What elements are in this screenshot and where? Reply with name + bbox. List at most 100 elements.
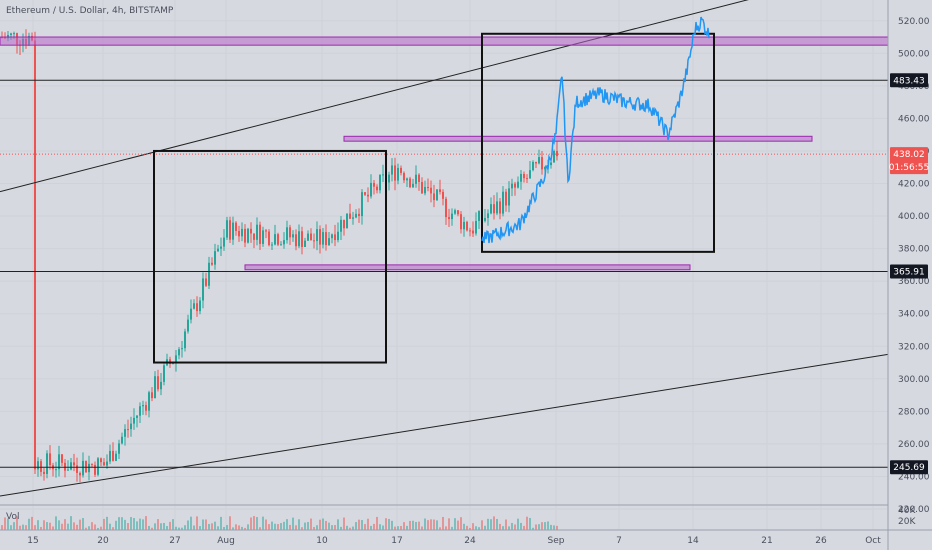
x-axis[interactable]: 15 20 27 Aug 10 17 24 Sep 7 14 21 26 Oct xyxy=(0,529,932,546)
volume-bar xyxy=(250,517,252,530)
candle-body xyxy=(379,174,381,191)
volume-bar xyxy=(514,524,516,530)
volume-bar xyxy=(286,519,288,530)
volume-bar xyxy=(442,516,444,530)
candle-body xyxy=(520,173,522,182)
candle-body xyxy=(109,450,111,462)
zone-rect[interactable] xyxy=(0,36,889,46)
volume-bar xyxy=(265,519,267,530)
volume-bar xyxy=(547,521,549,530)
candle-body xyxy=(58,454,60,470)
zone-rect[interactable] xyxy=(244,264,691,271)
candle-body xyxy=(388,174,390,183)
candle-body xyxy=(352,217,354,219)
candle-body xyxy=(94,464,96,475)
candle-body xyxy=(136,415,138,418)
candle-body xyxy=(151,392,153,399)
candle-body xyxy=(214,251,216,265)
volume-bar xyxy=(367,518,369,530)
trendline-upper[interactable] xyxy=(0,0,888,193)
volume-bar xyxy=(214,521,216,530)
volume-bar xyxy=(418,521,420,530)
x-tick-label: 21 xyxy=(761,536,772,546)
volume-bar xyxy=(346,525,348,530)
candle-body xyxy=(541,157,543,170)
volume-bar xyxy=(46,522,48,530)
candle-body xyxy=(382,174,384,176)
candle-body xyxy=(46,453,48,474)
volume-bar xyxy=(220,516,222,530)
volume-bar xyxy=(70,516,72,530)
volume-bar xyxy=(118,517,120,530)
volume-bar xyxy=(277,524,279,530)
volume-bar xyxy=(295,525,297,530)
volume-bar xyxy=(103,518,105,530)
candle-body xyxy=(127,429,129,431)
candle-body xyxy=(181,348,183,350)
box-rect[interactable] xyxy=(153,149,387,364)
candle-body xyxy=(259,224,261,244)
volume-bar xyxy=(304,522,306,530)
volume-bar xyxy=(481,520,483,530)
candle-body xyxy=(556,150,558,157)
trendline-lower[interactable] xyxy=(0,353,889,497)
volume-bar xyxy=(427,520,429,530)
candle-body xyxy=(361,192,363,217)
zone-rect[interactable] xyxy=(343,135,813,142)
candle-body xyxy=(226,220,228,238)
volume-bar xyxy=(76,524,78,530)
candle-body xyxy=(268,231,270,246)
candle-body xyxy=(499,201,501,214)
volume-bar xyxy=(22,524,24,530)
volume-bar xyxy=(4,517,6,530)
candle-body xyxy=(538,157,540,164)
volume-bar xyxy=(58,520,60,530)
candle-body xyxy=(448,217,450,220)
candle-body xyxy=(439,189,441,192)
candle-body xyxy=(532,161,534,171)
candle-body xyxy=(508,188,510,206)
volume-bar xyxy=(19,525,21,530)
volume-bar xyxy=(307,522,309,530)
volume-bar xyxy=(541,522,543,530)
volume-tick-label: 20K xyxy=(898,517,916,527)
volume-bar xyxy=(10,525,12,530)
candle-body xyxy=(427,186,429,188)
candle-body xyxy=(451,213,453,220)
candle-body xyxy=(55,469,57,471)
candle-body xyxy=(82,460,84,476)
volume-bar xyxy=(331,525,333,530)
volume-bar xyxy=(25,525,27,530)
volume-bar xyxy=(325,520,327,530)
volume-bar xyxy=(391,520,393,530)
candle-body xyxy=(484,217,486,221)
price-tag-label: 01:56:55 xyxy=(889,163,929,173)
candle-body xyxy=(157,376,159,390)
x-tick-label: 10 xyxy=(316,536,328,546)
drawings[interactable] xyxy=(0,0,889,497)
volume-bar xyxy=(349,527,351,530)
volume-bar xyxy=(460,517,462,530)
candle-body xyxy=(79,472,81,476)
candle-body xyxy=(334,234,336,241)
volume-bar xyxy=(43,520,45,530)
candle-body xyxy=(421,181,423,194)
candle-body xyxy=(526,178,528,180)
x-tick-label: 17 xyxy=(391,536,402,546)
candle-body xyxy=(364,192,366,195)
candle-body xyxy=(301,231,303,248)
box-rect[interactable] xyxy=(481,32,715,253)
volume-bar xyxy=(382,525,384,530)
volume-bar xyxy=(523,525,525,530)
candle-body xyxy=(436,189,438,201)
volume-bar xyxy=(535,524,537,530)
volume-bar xyxy=(226,525,228,530)
volume-bar xyxy=(49,522,51,530)
volume-bar xyxy=(529,518,531,530)
candle-body xyxy=(61,454,63,463)
volume-bar xyxy=(187,520,189,530)
candle-body xyxy=(49,453,51,466)
volume-bar xyxy=(538,524,540,530)
volume-bar xyxy=(316,525,318,530)
